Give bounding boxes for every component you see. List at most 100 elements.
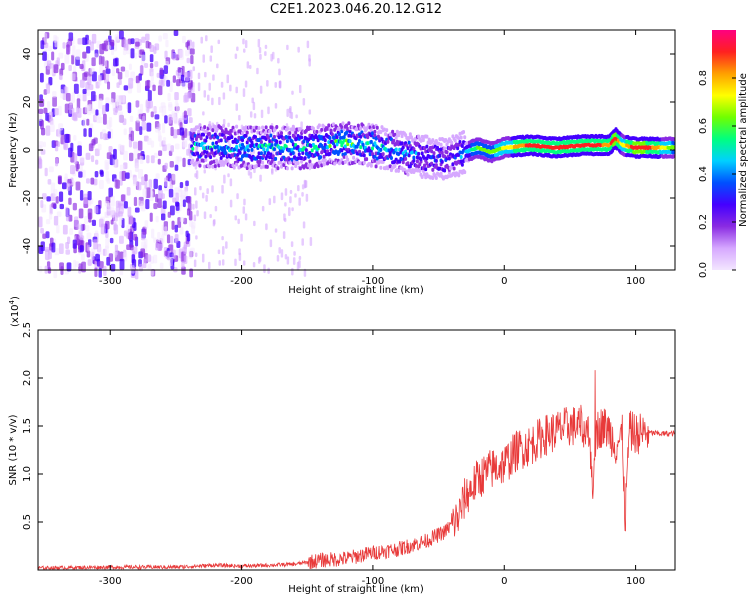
heatmap-cell xyxy=(192,66,196,72)
heatmap-cell xyxy=(306,40,310,49)
heatmap-cell xyxy=(259,53,262,60)
heatmap-cell xyxy=(198,123,202,128)
heatmap-cell xyxy=(427,137,431,142)
heatmap-cell xyxy=(201,146,205,151)
heatmap-cell xyxy=(420,151,424,156)
heatmap-cell xyxy=(134,269,139,280)
heatmap-cell xyxy=(69,228,74,235)
heatmap-cell xyxy=(118,143,122,151)
heatmap-cell xyxy=(212,219,216,227)
heatmap-cell xyxy=(155,127,160,133)
heatmap-cell xyxy=(307,137,311,142)
heatmap-cell xyxy=(316,138,320,143)
snr-line xyxy=(37,370,675,571)
heatmap-cell xyxy=(417,151,421,156)
heatmap-cell xyxy=(124,69,129,78)
heatmap-cell xyxy=(426,140,430,145)
heatmap-cell xyxy=(282,231,286,239)
heatmap-cell xyxy=(169,81,173,93)
heatmap-cell xyxy=(216,63,219,69)
heatmap-cell xyxy=(48,111,53,121)
heatmap-cell xyxy=(244,133,248,138)
heatmap-cell xyxy=(288,130,292,135)
heatmap-cell xyxy=(156,72,160,78)
heatmap-cell xyxy=(53,269,58,279)
heatmap-cell xyxy=(123,201,128,209)
heatmap-cell xyxy=(136,117,140,123)
heatmap-cell xyxy=(174,100,179,108)
heatmap-cell xyxy=(373,154,377,159)
heatmap-cell xyxy=(151,228,155,239)
heatmap-cell xyxy=(157,85,163,96)
heatmap-cell xyxy=(407,135,411,140)
heatmap-cell xyxy=(90,155,95,163)
heatmap-cell xyxy=(65,215,70,222)
heatmap-cell xyxy=(197,72,201,80)
heatmap-cell xyxy=(188,69,193,80)
heatmap-cell xyxy=(51,202,56,208)
heatmap-cell xyxy=(211,185,214,193)
heatmap-cell xyxy=(359,126,363,131)
heatmap-cell xyxy=(286,108,289,118)
heatmap-cell xyxy=(161,213,166,221)
heatmap-cell xyxy=(164,115,168,124)
heatmap-cell xyxy=(252,101,256,111)
heatmap-cell xyxy=(43,32,48,43)
heatmap-cell xyxy=(240,131,244,136)
heatmap-cell xyxy=(129,115,134,122)
heatmap-cell xyxy=(392,138,396,143)
heatmap-cell xyxy=(119,235,124,244)
heatmap-cell xyxy=(319,155,323,160)
heatmap-cell xyxy=(296,133,300,138)
heatmap-cell xyxy=(244,213,248,221)
heatmap-cell xyxy=(139,155,144,165)
heatmap-cell xyxy=(237,157,241,162)
heatmap-cell xyxy=(170,235,174,244)
chart-title: C2E1.2023.046.20.12.G12 xyxy=(270,2,442,17)
heatmap-cell xyxy=(87,191,92,201)
heatmap-cell xyxy=(91,219,96,226)
heatmap-cell xyxy=(243,128,247,133)
heatmap-cell xyxy=(68,147,73,158)
heatmap-cell xyxy=(173,116,179,125)
heatmap-cell xyxy=(449,146,453,151)
heatmap-cell xyxy=(314,144,318,149)
heatmap-cell xyxy=(166,250,171,261)
heatmap-cell xyxy=(73,135,77,142)
heatmap-cell xyxy=(405,169,409,174)
heatmap-cell xyxy=(99,180,104,190)
heatmap-cell xyxy=(39,72,44,83)
heatmap-cell xyxy=(133,196,138,207)
heatmap-cell xyxy=(424,149,428,154)
heatmap-cell xyxy=(408,144,412,149)
heatmap-cell xyxy=(358,138,362,143)
heatmap-cell xyxy=(431,138,435,143)
heatmap-cell xyxy=(242,206,246,214)
heatmap-cell xyxy=(197,82,201,92)
heatmap-cell xyxy=(374,151,378,156)
heatmap-cell xyxy=(137,199,141,208)
heatmap-cell xyxy=(406,161,410,166)
heatmap-cell xyxy=(458,131,462,136)
heatmap-cell xyxy=(119,258,125,270)
heatmap-cell xyxy=(173,30,179,37)
heatmap-cell xyxy=(158,135,163,142)
heatmap-cell xyxy=(400,134,404,139)
heatmap-cell xyxy=(158,35,162,42)
y-tick-label: 2.0 xyxy=(22,370,33,386)
heatmap-cell xyxy=(261,125,265,130)
heatmap-cell xyxy=(239,146,243,151)
heatmap-cell xyxy=(147,263,152,271)
heatmap-cell xyxy=(238,150,242,155)
y-tick-label: 1.0 xyxy=(22,466,33,482)
heatmap-cell xyxy=(278,149,282,154)
heatmap-cell xyxy=(84,216,89,224)
heatmap-cell xyxy=(203,90,207,98)
heatmap-cell xyxy=(235,162,239,167)
heatmap-cell xyxy=(419,157,423,162)
heatmap-cell xyxy=(343,160,347,165)
heatmap-cell xyxy=(53,215,59,226)
heatmap-cell xyxy=(432,155,436,160)
heatmap-cell xyxy=(40,149,46,155)
heatmap-cell xyxy=(328,151,332,156)
